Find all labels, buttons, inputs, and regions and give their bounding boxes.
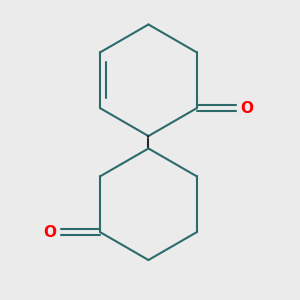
Text: O: O xyxy=(240,101,253,116)
Text: O: O xyxy=(44,225,57,240)
